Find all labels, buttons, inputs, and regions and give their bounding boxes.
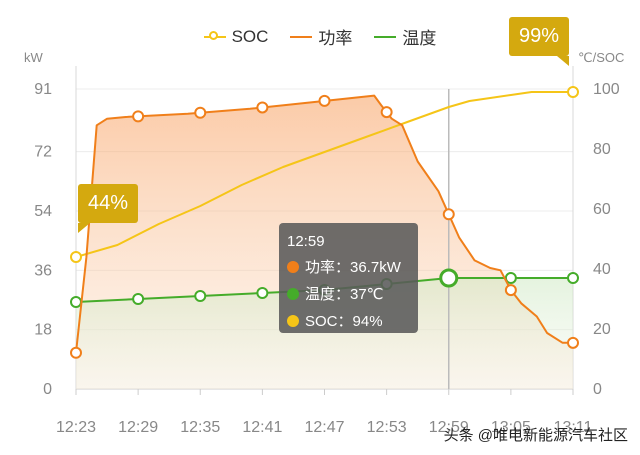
power-marker: [380, 106, 393, 119]
x-tick-label: 12:35: [180, 419, 220, 436]
soc-dot-icon: [287, 314, 299, 327]
x-tick-label: 12:47: [304, 419, 344, 436]
temp-marker: [194, 290, 207, 302]
tooltip-power: 功率：36.7kW: [305, 259, 401, 276]
tooltip-soc: SOC：94%: [305, 313, 383, 330]
left-tick-label: 0: [43, 381, 52, 398]
power-dot-icon: [287, 260, 299, 273]
legend-item-temp[interactable]: 温度: [374, 24, 436, 49]
soc-marker: [70, 251, 82, 263]
tooltip: 12:59 功率：36.7kW 温度：37℃ SOC：94%: [279, 223, 418, 333]
power-marker: [194, 106, 207, 119]
legend-label-power: 功率: [318, 29, 353, 48]
right-tick-label: 60: [593, 201, 611, 218]
temp-marker: [132, 293, 145, 305]
left-axis-title: kW: [24, 50, 44, 65]
tooltip-row-temp: 温度：37℃: [287, 283, 410, 304]
tooltip-row-power: 功率：36.7kW: [287, 256, 410, 277]
left-tick-label: 91: [34, 81, 52, 98]
x-tick-label: 12:53: [367, 419, 407, 436]
power-marker: [442, 208, 455, 221]
tooltip-time: 12:59: [287, 233, 325, 250]
right-tick-label: 20: [593, 321, 611, 338]
left-tick-label: 72: [34, 144, 52, 161]
x-tick-label: 13:05: [491, 419, 531, 436]
power-legend-icon: [290, 30, 313, 44]
power-line: [75, 94, 573, 353]
power-marker: [70, 346, 82, 359]
x-tick-label: 12:59: [429, 419, 469, 436]
power-marker: [256, 101, 269, 114]
start-soc-badge: 44%: [78, 184, 139, 233]
legend-item-power[interactable]: 功率: [290, 24, 352, 49]
power-marker: [318, 94, 331, 107]
power-marker: [504, 284, 517, 297]
right-tick-label: 80: [593, 141, 611, 158]
tooltip-row-soc: SOC：94%: [287, 310, 410, 331]
soc-marker: [567, 86, 579, 98]
temp-marker: [256, 287, 269, 299]
x-tick-label: 12:29: [118, 419, 158, 436]
tooltip-temp: 温度：37℃: [305, 286, 384, 303]
legend-label-temp: 温度: [402, 29, 437, 48]
legend-item-soc[interactable]: SOC: [203, 24, 269, 49]
temp-legend-icon: [374, 30, 397, 44]
left-tick-label: 18: [34, 322, 52, 339]
legend: SOC 功率 温度: [0, 24, 640, 49]
watermark: 头条 @唯电新能源汽车社区: [443, 427, 628, 444]
x-tick-label: 12:41: [242, 419, 282, 436]
soc-line: [75, 91, 573, 258]
temp-marker: [70, 296, 82, 308]
left-tick-label: 36: [34, 262, 52, 279]
power-marker: [132, 110, 145, 123]
soc-legend-icon: [203, 30, 226, 44]
right-tick-label: 40: [593, 261, 611, 278]
right-tick-label: 0: [593, 381, 602, 398]
legend-label-soc: SOC: [231, 26, 269, 46]
highlight-marker: [439, 268, 459, 288]
power-marker: [567, 336, 579, 349]
right-tick-label: 100: [593, 81, 620, 98]
left-tick-label: 54: [34, 203, 52, 220]
temp-marker: [567, 272, 579, 284]
temp-dot-icon: [287, 287, 299, 300]
end-soc-badge: 99%: [509, 17, 570, 66]
x-tick-label: 13:11: [554, 419, 593, 436]
x-tick-label: 12:23: [56, 419, 96, 436]
right-axis-title: ℃/SOC: [578, 50, 624, 65]
temp-marker: [504, 272, 517, 284]
